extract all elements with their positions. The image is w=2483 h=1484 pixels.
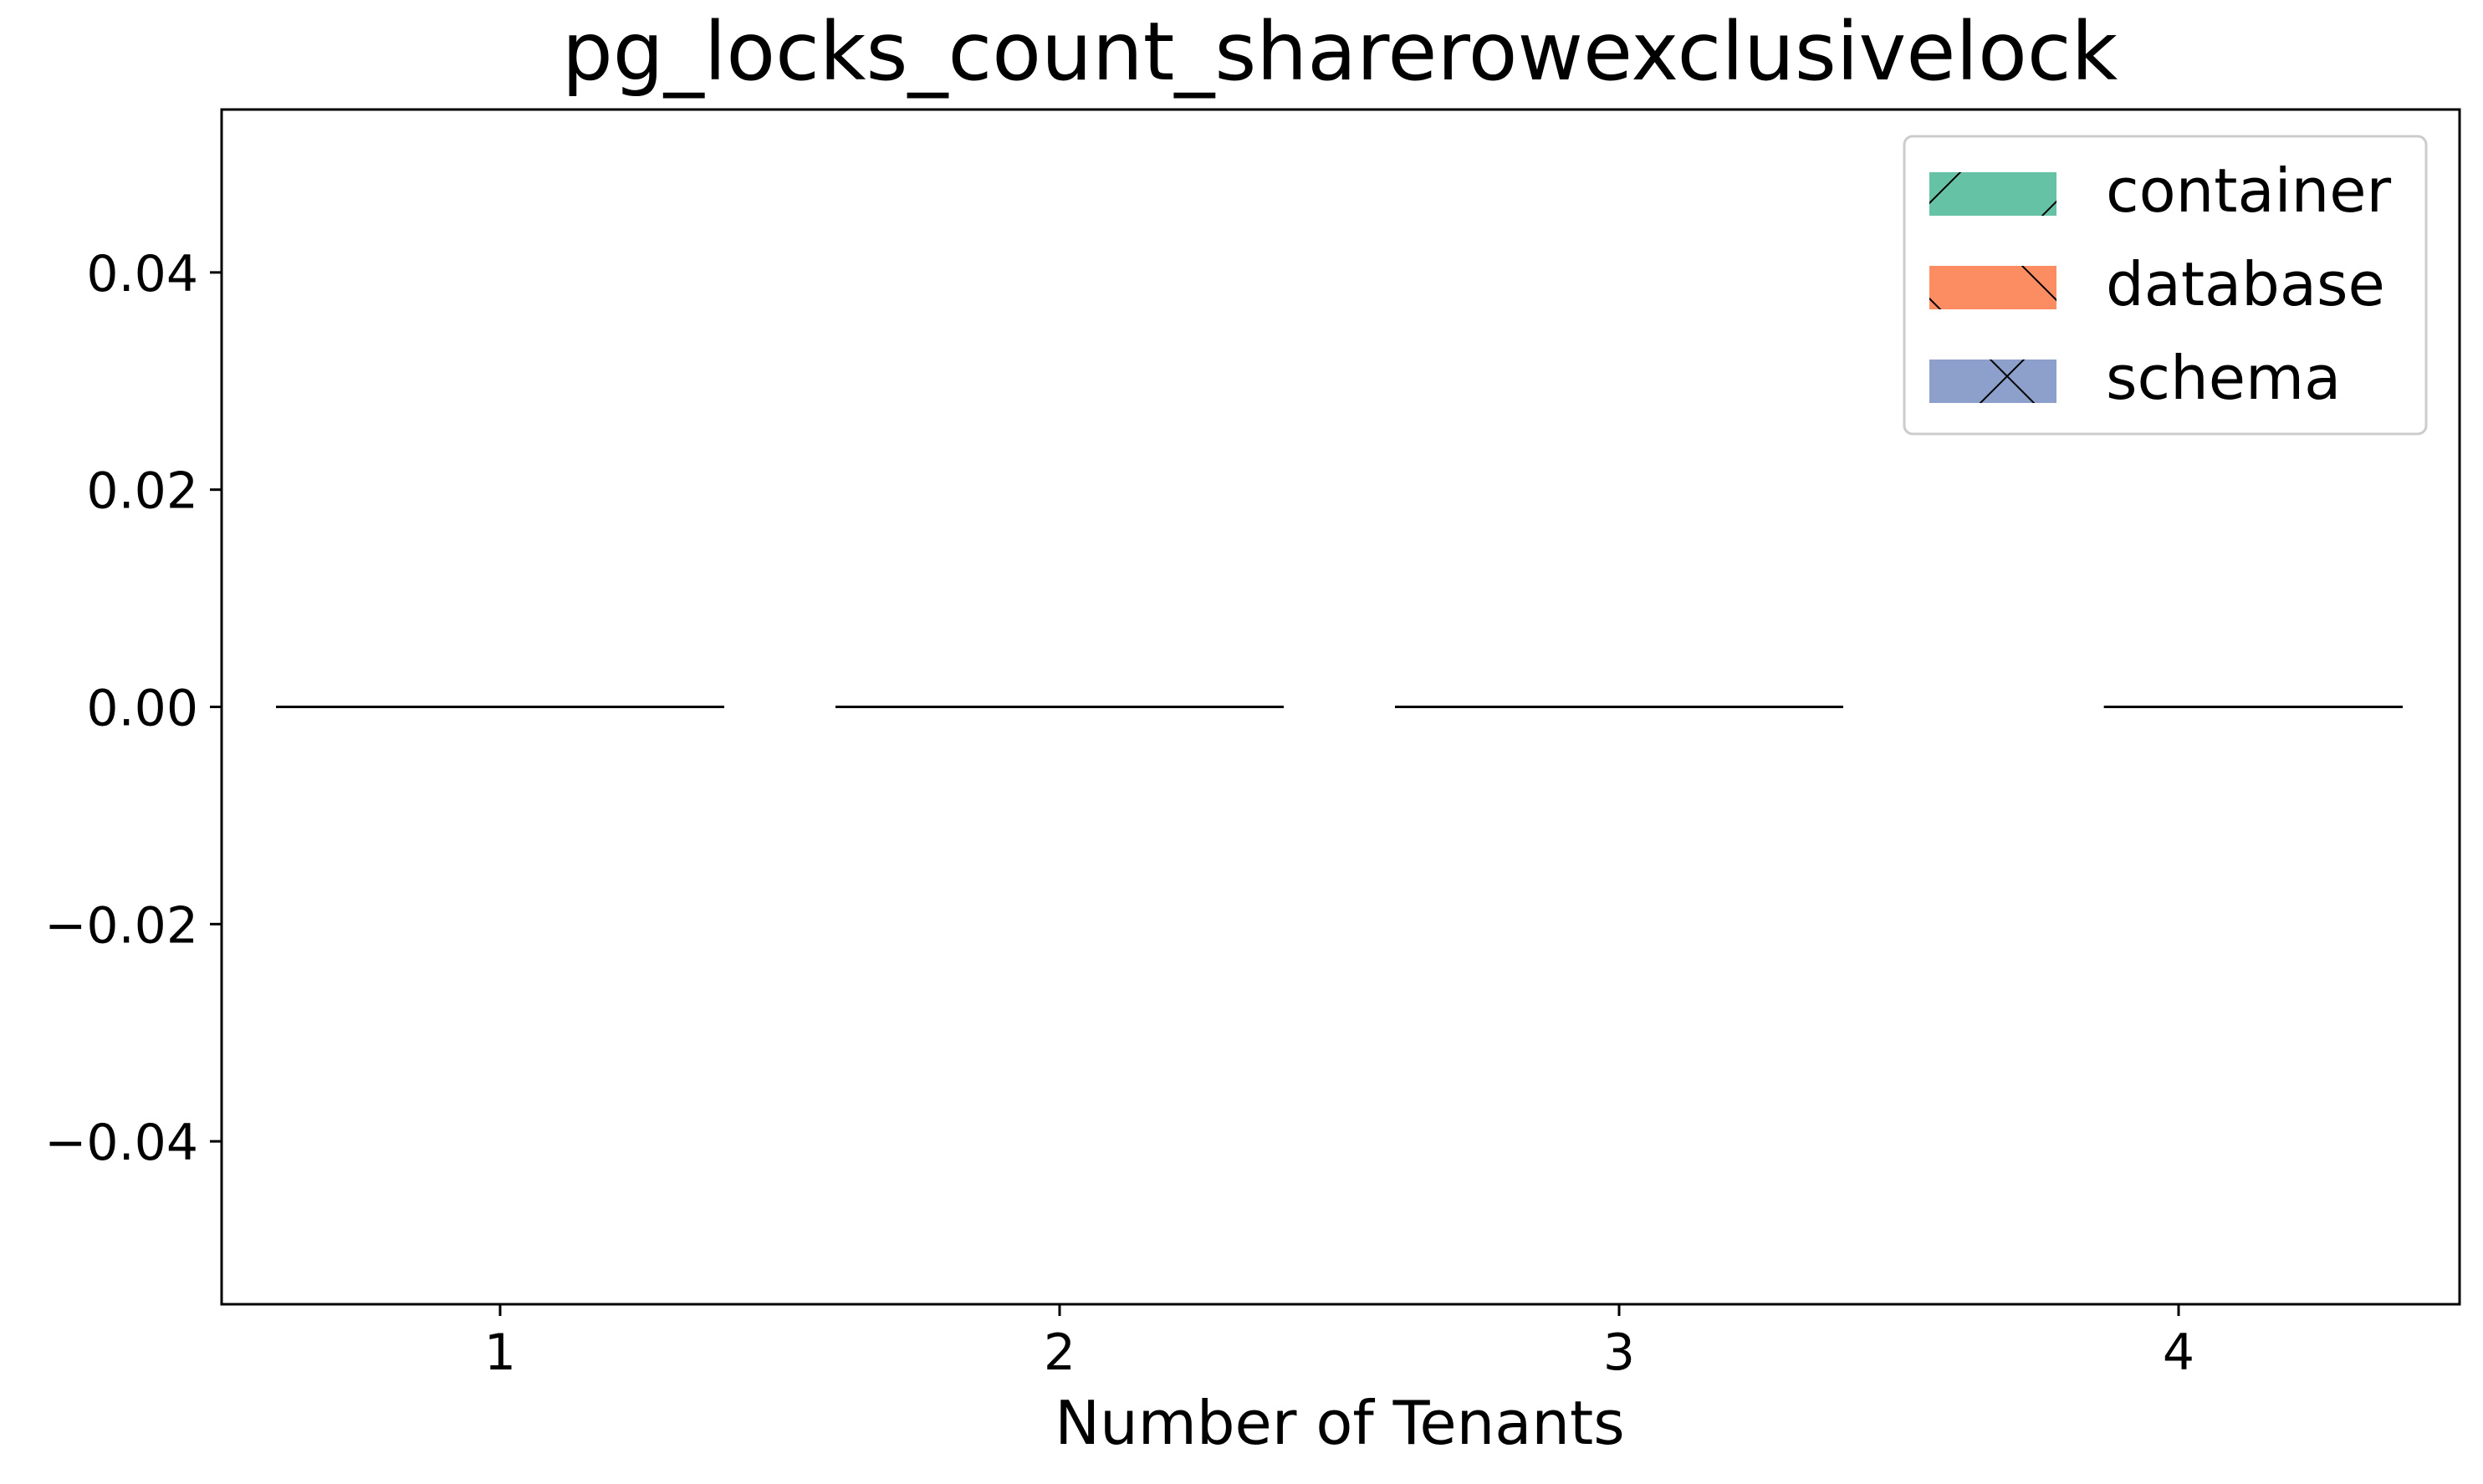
y-tick-label: 0.00 — [86, 680, 198, 738]
legend-hatch-container — [1929, 172, 2056, 216]
legend-label-database: database — [2106, 249, 2385, 319]
y-axis: −0.04 −0.02 0.00 0.02 0.04 — [44, 245, 222, 1172]
y-tick-label: −0.04 — [44, 1114, 198, 1172]
legend-hatch-schema — [1929, 360, 2056, 403]
x-tick-label: 4 — [2163, 1323, 2194, 1382]
y-tick-label: 0.04 — [86, 245, 198, 303]
chart-title: pg_locks_count_sharerowexclusivelock — [562, 5, 2118, 99]
x-axis-label: Number of Tenants — [1055, 1388, 1625, 1458]
legend-hatch-database — [1929, 266, 2056, 309]
x-tick-label: 3 — [1603, 1323, 1635, 1382]
y-tick-label: 0.02 — [86, 462, 198, 521]
plot-area: −0.04 −0.02 0.00 0.02 0.04 1 2 3 4 — [44, 108, 2461, 1382]
legend-label-schema: schema — [2106, 343, 2341, 413]
x-tick-label: 1 — [484, 1323, 516, 1382]
legend: container database schema — [1903, 135, 2428, 436]
x-tick-label: 2 — [1044, 1323, 1075, 1382]
x-axis: 1 2 3 4 — [484, 1304, 2194, 1382]
y-tick-label: −0.02 — [44, 896, 198, 955]
legend-label-container: container — [2106, 156, 2392, 226]
